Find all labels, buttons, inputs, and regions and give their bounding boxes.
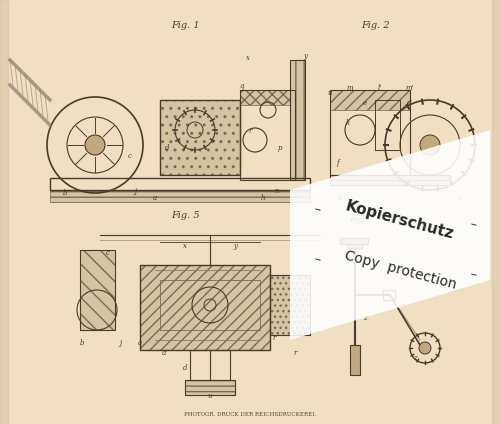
Bar: [185, 380, 235, 395]
Bar: [330, 90, 410, 175]
Text: b: b: [63, 189, 67, 197]
Text: n: n: [275, 187, 279, 195]
Bar: [240, 90, 295, 105]
Bar: [0, 0, 8, 424]
Bar: [330, 90, 410, 110]
Text: z: z: [363, 314, 367, 322]
Bar: [140, 265, 270, 350]
Text: r': r': [272, 334, 278, 342]
Text: a: a: [138, 339, 142, 347]
Circle shape: [419, 342, 431, 354]
Text: h: h: [338, 194, 342, 202]
Bar: [80, 250, 115, 330]
Bar: [160, 100, 240, 175]
Text: p: p: [278, 144, 282, 152]
Text: r: r: [248, 127, 252, 135]
Bar: [140, 265, 270, 350]
Bar: [50, 190, 310, 202]
Bar: [50, 178, 310, 190]
Text: a: a: [153, 194, 157, 202]
Text: l': l': [378, 84, 382, 92]
Bar: [240, 90, 295, 180]
Bar: [348, 240, 362, 248]
Text: –: –: [312, 253, 322, 268]
Text: Fig. 1: Fig. 1: [170, 21, 200, 30]
Text: Fig. 2: Fig. 2: [360, 21, 390, 30]
Text: PHOTOGR. DRUCK DER REICHSDRUCKEREI.: PHOTOGR. DRUCK DER REICHSDRUCKEREI.: [184, 413, 316, 418]
Bar: [160, 280, 260, 330]
Text: h: h: [261, 194, 265, 202]
Text: Copy  protection: Copy protection: [342, 248, 458, 292]
Text: a': a': [162, 349, 168, 357]
Text: –: –: [468, 268, 478, 283]
Text: y: y: [303, 52, 307, 60]
Text: b: b: [80, 339, 84, 347]
Text: u: u: [328, 89, 332, 97]
Bar: [80, 250, 115, 330]
Text: m': m': [406, 84, 414, 92]
Bar: [290, 60, 305, 180]
Text: u: u: [208, 392, 212, 400]
Circle shape: [420, 135, 440, 155]
Text: d: d: [183, 364, 187, 372]
Bar: [185, 380, 235, 395]
Bar: [340, 238, 368, 244]
Text: –: –: [312, 203, 322, 218]
Bar: [330, 175, 450, 185]
Text: q: q: [240, 82, 244, 90]
Text: j: j: [119, 339, 121, 347]
Text: w: w: [425, 272, 431, 280]
Text: k: k: [346, 119, 350, 127]
Circle shape: [85, 135, 105, 155]
Text: Fig...: Fig...: [349, 216, 371, 224]
Bar: [290, 60, 305, 180]
Bar: [330, 175, 450, 185]
Text: Fig. 5: Fig. 5: [170, 211, 200, 220]
Bar: [190, 350, 230, 380]
Polygon shape: [290, 130, 490, 340]
Text: r: r: [384, 272, 386, 280]
Bar: [492, 0, 500, 424]
Text: z: z: [413, 354, 417, 362]
Bar: [383, 290, 395, 300]
Text: r: r: [294, 349, 296, 357]
Text: c: c: [128, 152, 132, 160]
Text: e': e': [407, 99, 413, 107]
Text: j: j: [134, 187, 136, 195]
Text: m: m: [346, 84, 354, 92]
Bar: [350, 345, 360, 375]
Text: x: x: [246, 54, 250, 62]
Bar: [270, 275, 310, 335]
Text: x: x: [183, 242, 187, 250]
Bar: [375, 100, 400, 150]
Text: e: e: [363, 99, 367, 107]
Bar: [270, 275, 310, 335]
Bar: [160, 100, 240, 175]
Text: f: f: [336, 159, 340, 167]
Text: c: c: [106, 249, 110, 257]
Text: y: y: [233, 242, 237, 250]
Text: Kopierschutz: Kopierschutz: [344, 198, 456, 242]
Text: d: d: [165, 144, 169, 152]
Text: i: i: [459, 194, 461, 202]
Text: –: –: [468, 218, 478, 233]
